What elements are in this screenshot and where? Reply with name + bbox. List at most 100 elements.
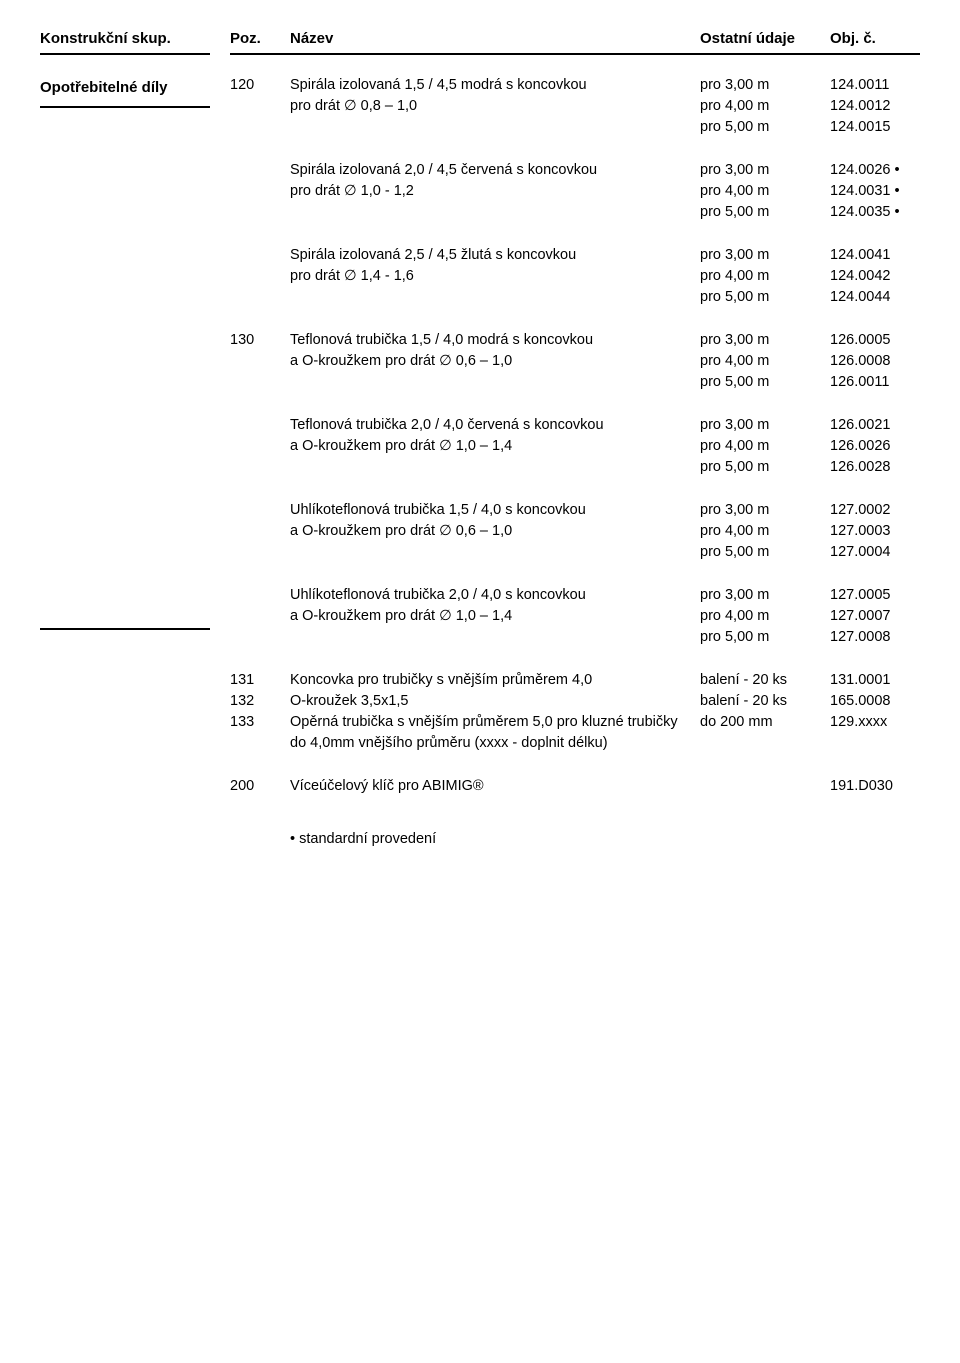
other-line: pro 3,00 m: [700, 415, 830, 436]
obj-line: 124.0042: [830, 266, 920, 287]
obj-cell: 126.0005126.0008126.0011: [830, 330, 920, 393]
other-line: pro 3,00 m: [700, 160, 830, 181]
other-line: balení - 20 ks: [700, 691, 830, 712]
table-body: Opotřebitelné díly 120Spirála izolovaná …: [40, 61, 920, 847]
other-cell: pro 3,00 mpro 4,00 mpro 5,00 m: [700, 415, 830, 478]
other-line: pro 3,00 m: [700, 500, 830, 521]
header-group: Konstrukční skup.: [40, 30, 210, 55]
other-line: pro 4,00 m: [700, 521, 830, 542]
other-cell: balení - 20 ks: [700, 670, 830, 691]
pos-cell: 120: [230, 75, 290, 138]
header-pos: Poz.: [230, 30, 290, 47]
name-cell: Spirála izolovaná 1,5 / 4,5 modrá s konc…: [290, 75, 700, 138]
obj-line: 124.0015: [830, 117, 920, 138]
table-row: Uhlíkoteflonová trubička 1,5 / 4,0 s kon…: [230, 500, 920, 563]
table-row: 130Teflonová trubička 1,5 / 4,0 modrá s …: [230, 330, 920, 393]
name-line: a O-kroužkem pro drát ∅ 0,6 – 1,0: [290, 521, 692, 542]
table-row: Spirála izolovaná 2,5 / 4,5 žlutá s konc…: [230, 245, 920, 308]
obj-cell: 124.0041124.0042 124.0044: [830, 245, 920, 308]
table-row: 200Víceúčelový klíč pro ABIMIG®191.D030: [230, 776, 920, 797]
obj-cell: 124.0026 •124.0031 •124.0035 •: [830, 160, 920, 223]
name-line: a O-kroužkem pro drát ∅ 1,0 – 1,4: [290, 606, 692, 627]
obj-line: 124.0011: [830, 75, 920, 96]
obj-line: 124.0041: [830, 245, 920, 266]
table-row: 132O-kroužek 3,5x1,5balení - 20 ks165.00…: [230, 691, 920, 712]
group-label: Opotřebitelné díly: [40, 75, 210, 108]
other-line: pro 5,00 m: [700, 542, 830, 563]
header-rest: Poz. Název Ostatní údaje Obj. č.: [230, 30, 920, 55]
obj-line: 127.0007: [830, 606, 920, 627]
obj-line: 127.0008: [830, 627, 920, 648]
name-line: Uhlíkoteflonová trubička 2,0 / 4,0 s kon…: [290, 585, 692, 606]
other-cell: pro 3,00 mpro 4,00 mpro 5,00 m: [700, 75, 830, 138]
name-cell: Koncovka pro trubičky s vnějším průměrem…: [290, 670, 700, 691]
pos-cell: 130: [230, 330, 290, 393]
other-line: pro 3,00 m: [700, 330, 830, 351]
name-line: do 4,0mm vnějšího průměru (xxxx - doplni…: [290, 733, 692, 754]
name-cell: Spirála izolovaná 2,0 / 4,5 červená s ko…: [290, 160, 700, 223]
name-line: a O-kroužkem pro drát ∅ 0,6 – 1,0: [290, 351, 692, 372]
right-column: 120Spirála izolovaná 1,5 / 4,5 modrá s k…: [230, 61, 920, 847]
pos-cell: [230, 585, 290, 648]
other-line: pro 3,00 m: [700, 585, 830, 606]
other-line: pro 3,00 m: [700, 245, 830, 266]
obj-line: 191.D030: [830, 776, 920, 797]
table-row: 133Opěrná trubička s vnějším průměrem 5,…: [230, 712, 920, 754]
other-cell: pro 3,00 mpro 4,00 mpro 5,00 m: [700, 500, 830, 563]
other-cell: balení - 20 ks: [700, 691, 830, 712]
table-row: Uhlíkoteflonová trubička 2,0 / 4,0 s kon…: [230, 585, 920, 648]
obj-cell: 131.0001: [830, 670, 920, 691]
other-line: pro 5,00 m: [700, 202, 830, 223]
other-line: do 200 mm: [700, 712, 830, 733]
other-line: pro 4,00 m: [700, 96, 830, 117]
name-cell: Spirála izolovaná 2,5 / 4,5 žlutá s konc…: [290, 245, 700, 308]
name-cell: Uhlíkoteflonová trubička 1,5 / 4,0 s kon…: [290, 500, 700, 563]
name-line: Teflonová trubička 1,5 / 4,0 modrá s kon…: [290, 330, 692, 351]
other-line: pro 4,00 m: [700, 181, 830, 202]
left-column: Opotřebitelné díly: [40, 61, 210, 847]
other-cell: do 200 mm: [700, 712, 830, 754]
pos-cell: 131: [230, 670, 290, 691]
obj-line: 124.0035 •: [830, 202, 920, 223]
obj-cell: 129.xxxx: [830, 712, 920, 754]
name-cell: Teflonová trubička 2,0 / 4,0 červená s k…: [290, 415, 700, 478]
name-cell: Víceúčelový klíč pro ABIMIG®: [290, 776, 700, 797]
other-cell: [700, 776, 830, 797]
name-cell: Opěrná trubička s vnějším průměrem 5,0 p…: [290, 712, 700, 754]
pos-cell: 132: [230, 691, 290, 712]
header-other: Ostatní údaje: [700, 30, 830, 47]
pos-cell: [230, 500, 290, 563]
obj-line: 165.0008: [830, 691, 920, 712]
obj-line: 126.0005: [830, 330, 920, 351]
obj-line: 124.0026 •: [830, 160, 920, 181]
other-line: pro 4,00 m: [700, 436, 830, 457]
table-row: 131Koncovka pro trubičky s vnějším průmě…: [230, 670, 920, 691]
name-line: Uhlíkoteflonová trubička 1,5 / 4,0 s kon…: [290, 500, 692, 521]
pos-cell: [230, 415, 290, 478]
other-line: pro 5,00 m: [700, 457, 830, 478]
obj-line: 127.0002: [830, 500, 920, 521]
page: Konstrukční skup. Poz. Název Ostatní úda…: [0, 0, 960, 887]
name-line: Spirála izolovaná 1,5 / 4,5 modrá s konc…: [290, 75, 692, 96]
name-line: pro drát ∅ 1,4 - 1,6: [290, 266, 692, 287]
obj-line: 124.0044: [830, 287, 920, 308]
footnote: • standardní provedení: [290, 831, 920, 847]
header-name: Název: [290, 30, 700, 47]
other-line: pro 5,00 m: [700, 372, 830, 393]
name-line: pro drát ∅ 1,0 - 1,2: [290, 181, 692, 202]
other-cell: pro 3,00 mpro 4,00 mpro 5,00 m: [700, 245, 830, 308]
obj-line: 126.0008: [830, 351, 920, 372]
obj-line: 131.0001: [830, 670, 920, 691]
obj-cell: 127.0005127.0007127.0008: [830, 585, 920, 648]
other-line: pro 4,00 m: [700, 266, 830, 287]
pos-cell: [230, 245, 290, 308]
name-line: Koncovka pro trubičky s vnějším průměrem…: [290, 670, 692, 691]
other-line: pro 3,00 m: [700, 75, 830, 96]
obj-cell: 191.D030: [830, 776, 920, 797]
pos-cell: [230, 160, 290, 223]
obj-cell: 126.0021126.0026126.0028: [830, 415, 920, 478]
table-row: 120Spirála izolovaná 1,5 / 4,5 modrá s k…: [230, 75, 920, 138]
bottom-rule: [40, 628, 210, 630]
obj-line: 129.xxxx: [830, 712, 920, 733]
obj-line: 124.0031 •: [830, 181, 920, 202]
